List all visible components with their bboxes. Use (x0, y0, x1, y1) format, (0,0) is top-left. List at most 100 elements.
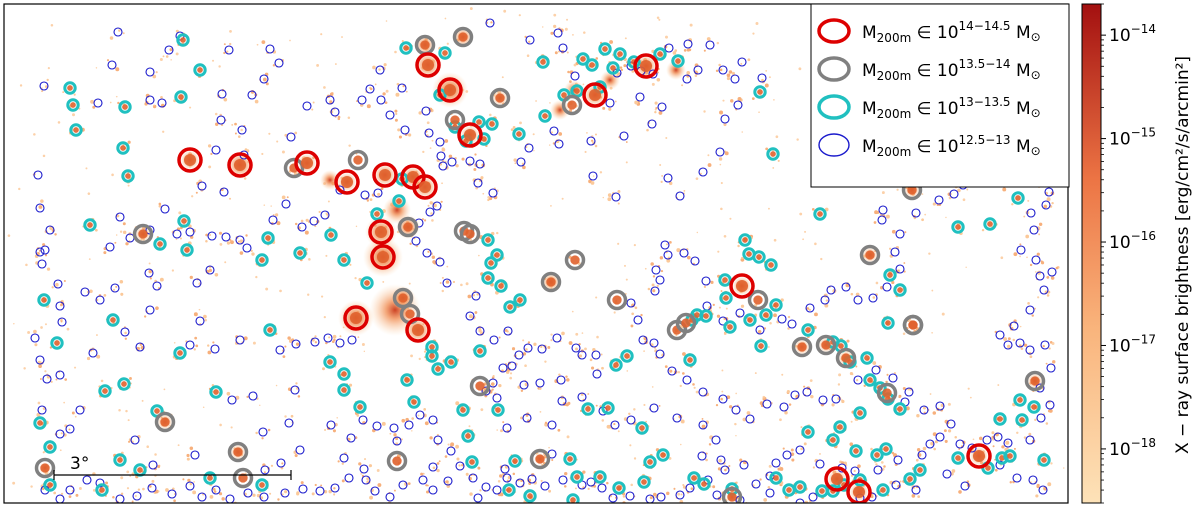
halo-marker-m13 (121, 169, 135, 183)
emission-speckle (1023, 436, 1027, 439)
emission-speckle (316, 63, 320, 67)
halo-marker-m14 (412, 174, 438, 200)
halo-marker-m13 (117, 377, 131, 391)
emission-speckle (158, 204, 162, 208)
emission-speckle (193, 481, 196, 483)
emission-speckle (735, 435, 737, 437)
emission-speckle (647, 287, 651, 291)
emission-speckle (204, 318, 208, 322)
emission-speckle (694, 74, 698, 77)
emission-speckle (436, 468, 440, 473)
emission-speckle (476, 292, 480, 296)
halo-marker-m125 (65, 424, 75, 434)
halo-marker-m125 (435, 137, 445, 147)
emission-speckle (565, 403, 569, 407)
halo-marker-m135 (561, 94, 583, 116)
emission-speckle (46, 267, 51, 271)
halo-marker-m125 (30, 333, 40, 343)
halo-marker-m13 (613, 47, 627, 61)
emission-speckle (532, 133, 535, 136)
emission-speckle (558, 132, 563, 136)
halo-marker-m13 (782, 483, 796, 497)
emission-speckle (520, 479, 523, 483)
emission-speckle (881, 191, 885, 195)
halo-marker-m125 (488, 188, 498, 198)
emission-speckle (853, 469, 856, 473)
emission-speckle (695, 177, 699, 181)
emission-speckle (957, 188, 961, 193)
halo-core-m13 (213, 389, 219, 395)
emission-speckle (898, 396, 901, 399)
emission-speckle (1031, 314, 1034, 317)
halo-core-m13 (701, 481, 707, 487)
halo-core-m13 (121, 381, 127, 387)
emission-speckle (547, 346, 551, 349)
emission-speckle (824, 303, 829, 308)
halo-marker-m125 (523, 343, 533, 353)
emission-speckle (921, 218, 924, 222)
emission-speckle (740, 304, 745, 308)
emission-speckle (432, 466, 436, 470)
halo-marker-m13 (752, 250, 766, 264)
emission-speckle (425, 484, 428, 487)
halo-core-m135 (495, 93, 505, 103)
emission-speckle (441, 289, 444, 293)
emission-speckle (790, 448, 794, 452)
halo-core-m13 (885, 320, 891, 326)
halo-marker-m125 (373, 188, 383, 198)
emission-speckle (294, 131, 298, 135)
emission-speckle (723, 123, 727, 127)
emission-speckle (423, 350, 427, 353)
emission-speckle (239, 239, 244, 244)
halo-marker-m125 (655, 275, 665, 285)
halo-marker-m13 (566, 493, 580, 503)
halo-marker-m125 (638, 335, 648, 345)
emission-speckle (741, 256, 744, 260)
emission-speckle (358, 462, 362, 466)
emission-speckle (127, 440, 131, 443)
emission-speckle (1029, 263, 1033, 267)
halo-marker-m13 (481, 271, 495, 285)
emission-speckle (282, 355, 286, 358)
emission-speckle (720, 397, 723, 401)
emission-speckle (55, 378, 58, 381)
halo-marker-m13 (993, 412, 1007, 426)
halo-marker-m125 (145, 67, 155, 77)
emission-speckle (625, 278, 628, 281)
emission-speckle (724, 468, 727, 472)
halo-marker-m125 (210, 344, 220, 354)
emission-speckle (151, 479, 155, 483)
emission-speckle (1036, 483, 1040, 487)
emission-speckle (916, 414, 920, 418)
halo-core-m13 (897, 406, 903, 412)
emission-speckle (333, 487, 336, 490)
halo-marker-m135 (876, 382, 898, 404)
halo-marker-m13 (43, 478, 57, 492)
emission-speckle (708, 443, 712, 446)
emission-speckle (383, 63, 387, 67)
emission-speckle (728, 405, 733, 409)
halo-marker-m125 (605, 98, 615, 108)
emission-speckle (381, 421, 386, 426)
halo-core-m13 (805, 327, 811, 333)
emission-speckle (735, 392, 737, 395)
emission-speckle (300, 219, 304, 223)
emission-speckle (1004, 447, 1008, 451)
emission-speckle (706, 37, 711, 41)
emission-speckle (728, 464, 731, 467)
emission-speckle (535, 100, 537, 102)
emission-speckle (314, 341, 318, 344)
halo-marker-m125 (946, 419, 956, 429)
halo-marker-m125 (185, 340, 195, 350)
halo-marker-m125 (323, 333, 333, 343)
emission-speckle (496, 231, 499, 235)
halo-core-m13 (647, 459, 653, 465)
emission-speckle (74, 366, 77, 369)
halo-marker-m125 (1040, 340, 1050, 350)
halo-marker-m125 (93, 98, 103, 108)
halo-core-m135 (450, 115, 460, 125)
emission-speckle (722, 99, 725, 102)
halo-core-m13 (763, 312, 769, 318)
emission-speckle (806, 307, 810, 310)
